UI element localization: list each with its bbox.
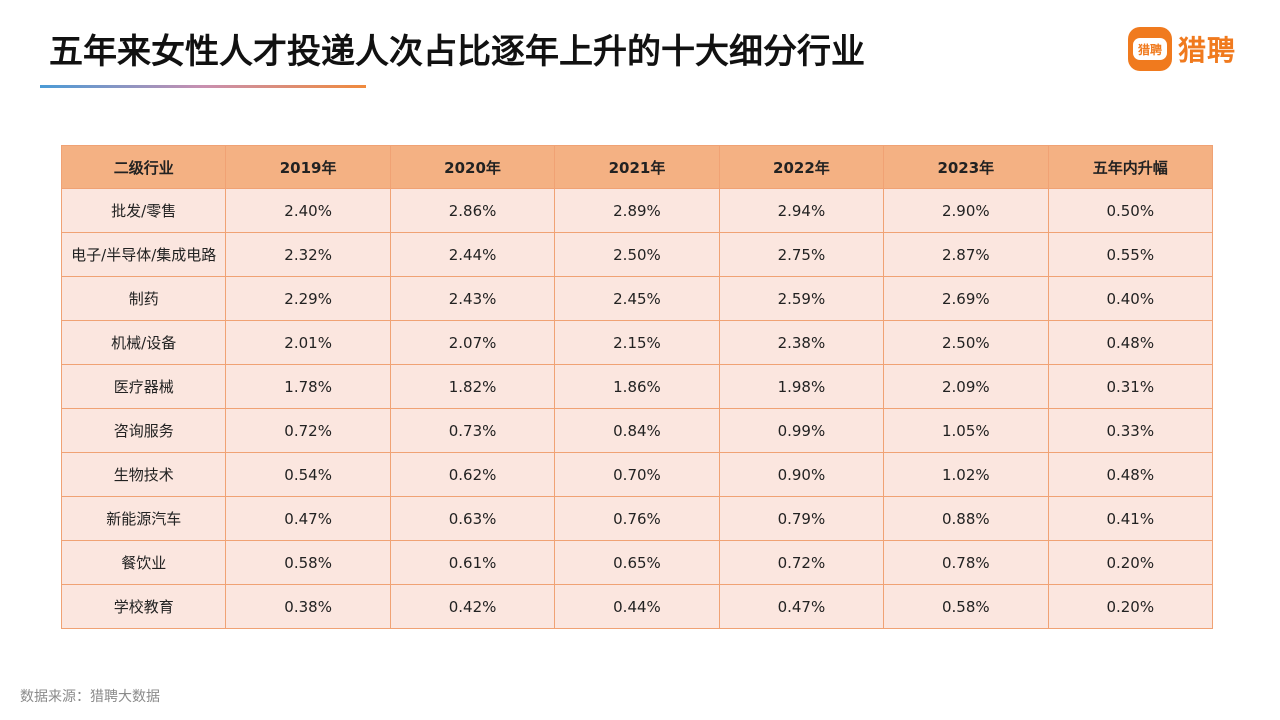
value-cell: 0.42% bbox=[389, 584, 556, 629]
value-cell: 0.99% bbox=[718, 408, 885, 453]
value-cell: 0.40% bbox=[1047, 276, 1214, 321]
value-cell: 2.89% bbox=[554, 188, 720, 233]
industry-name-cell: 学校教育 bbox=[60, 584, 227, 629]
value-cell: 1.05% bbox=[883, 408, 1049, 453]
column-header: 二级行业 bbox=[60, 145, 227, 189]
table-row: 机械/设备 2.01% 2.07% 2.15% 2.38% 2.50% 0.48% bbox=[60, 320, 1214, 365]
value-cell: 2.59% bbox=[718, 276, 885, 321]
value-cell: 1.82% bbox=[389, 364, 556, 409]
value-cell: 0.88% bbox=[883, 496, 1049, 541]
value-cell: 0.70% bbox=[554, 452, 720, 497]
column-header: 2019年 bbox=[225, 145, 391, 189]
value-cell: 2.43% bbox=[389, 276, 556, 321]
logo-wordmark: 猎聘 bbox=[1178, 34, 1237, 67]
industry-name-cell: 咨询服务 bbox=[60, 408, 227, 453]
table-row: 新能源汽车 0.47% 0.63% 0.76% 0.79% 0.88% 0.41% bbox=[60, 496, 1214, 541]
industry-name-cell: 生物技术 bbox=[60, 452, 227, 497]
value-cell: 0.50% bbox=[1047, 188, 1214, 233]
value-cell: 0.72% bbox=[718, 540, 885, 585]
table-row: 批发/零售 2.40% 2.86% 2.89% 2.94% 2.90% 0.50% bbox=[60, 188, 1214, 233]
table-header-row: 二级行业 2019年 2020年 2021年 2022年 2023年 五年内升幅 bbox=[60, 145, 1214, 189]
industry-name-cell: 制药 bbox=[60, 276, 227, 321]
value-cell: 2.01% bbox=[225, 320, 391, 365]
value-cell: 0.78% bbox=[883, 540, 1049, 585]
value-cell: 0.48% bbox=[1047, 452, 1214, 497]
value-cell: 2.94% bbox=[718, 188, 885, 233]
value-cell: 0.84% bbox=[554, 408, 720, 453]
industry-table: 二级行业 2019年 2020年 2021年 2022年 2023年 五年内升幅… bbox=[60, 145, 1214, 629]
industry-name-cell: 新能源汽车 bbox=[60, 496, 227, 541]
value-cell: 0.41% bbox=[1047, 496, 1214, 541]
table-row: 学校教育 0.38% 0.42% 0.44% 0.47% 0.58% 0.20% bbox=[60, 584, 1214, 629]
brand-logo: 猎聘 猎聘 bbox=[1128, 26, 1236, 72]
value-cell: 0.54% bbox=[225, 452, 391, 497]
value-cell: 2.45% bbox=[554, 276, 720, 321]
column-header: 2022年 bbox=[718, 145, 885, 189]
table-row: 餐饮业 0.58% 0.61% 0.65% 0.72% 0.78% 0.20% bbox=[60, 540, 1214, 585]
value-cell: 2.50% bbox=[554, 232, 720, 277]
value-cell: 0.31% bbox=[1047, 364, 1214, 409]
value-cell: 0.20% bbox=[1047, 584, 1214, 629]
value-cell: 0.44% bbox=[554, 584, 720, 629]
industry-name-cell: 电子/半导体/集成电路 bbox=[60, 232, 227, 277]
industry-name-cell: 机械/设备 bbox=[60, 320, 227, 365]
value-cell: 2.32% bbox=[225, 232, 391, 277]
value-cell: 0.72% bbox=[225, 408, 391, 453]
value-cell: 2.07% bbox=[389, 320, 556, 365]
data-source-note: 数据来源：猎聘大数据 bbox=[20, 689, 160, 705]
table-row: 咨询服务 0.72% 0.73% 0.84% 0.99% 1.05% 0.33% bbox=[60, 408, 1214, 453]
value-cell: 0.58% bbox=[225, 540, 391, 585]
value-cell: 0.55% bbox=[1047, 232, 1214, 277]
value-cell: 0.63% bbox=[389, 496, 556, 541]
value-cell: 0.58% bbox=[883, 584, 1049, 629]
value-cell: 0.90% bbox=[718, 452, 885, 497]
value-cell: 0.79% bbox=[718, 496, 885, 541]
value-cell: 0.61% bbox=[389, 540, 556, 585]
industry-name-cell: 餐饮业 bbox=[60, 540, 227, 585]
value-cell: 2.15% bbox=[554, 320, 720, 365]
value-cell: 1.02% bbox=[883, 452, 1049, 497]
value-cell: 2.38% bbox=[718, 320, 885, 365]
title-underline bbox=[40, 85, 366, 88]
table-row: 生物技术 0.54% 0.62% 0.70% 0.90% 1.02% 0.48% bbox=[60, 452, 1214, 497]
table-body: 批发/零售 2.40% 2.86% 2.89% 2.94% 2.90% 0.50% 电子/半导… bbox=[60, 188, 1214, 629]
value-cell: 2.50% bbox=[883, 320, 1049, 365]
value-cell: 2.87% bbox=[883, 232, 1049, 277]
page-title: 五年来女性人才投递人次占比逐年上升的十大细分行业 bbox=[49, 32, 865, 72]
value-cell: 0.47% bbox=[718, 584, 885, 629]
logo-badge-text: 猎聘 bbox=[1133, 38, 1167, 60]
industry-name-cell: 批发/零售 bbox=[60, 188, 227, 233]
column-header: 2021年 bbox=[554, 145, 720, 189]
value-cell: 0.48% bbox=[1047, 320, 1214, 365]
column-header: 2020年 bbox=[389, 145, 556, 189]
logo-chat-bubble-icon: 猎聘 bbox=[1128, 27, 1172, 71]
value-cell: 0.20% bbox=[1047, 540, 1214, 585]
table-row: 制药 2.29% 2.43% 2.45% 2.59% 2.69% 0.40% bbox=[60, 276, 1214, 321]
value-cell: 1.86% bbox=[554, 364, 720, 409]
value-cell: 2.29% bbox=[225, 276, 391, 321]
value-cell: 2.75% bbox=[718, 232, 885, 277]
value-cell: 1.78% bbox=[225, 364, 391, 409]
value-cell: 2.90% bbox=[883, 188, 1049, 233]
value-cell: 0.76% bbox=[554, 496, 720, 541]
column-header: 五年内升幅 bbox=[1047, 145, 1214, 189]
value-cell: 2.69% bbox=[883, 276, 1049, 321]
industry-name-cell: 医疗器械 bbox=[60, 364, 227, 409]
value-cell: 1.98% bbox=[718, 364, 885, 409]
value-cell: 0.65% bbox=[554, 540, 720, 585]
value-cell: 0.47% bbox=[225, 496, 391, 541]
value-cell: 0.38% bbox=[225, 584, 391, 629]
value-cell: 0.33% bbox=[1047, 408, 1214, 453]
value-cell: 0.62% bbox=[389, 452, 556, 497]
column-header: 2023年 bbox=[883, 145, 1049, 189]
value-cell: 2.40% bbox=[225, 188, 391, 233]
value-cell: 0.73% bbox=[389, 408, 556, 453]
value-cell: 2.09% bbox=[883, 364, 1049, 409]
table-row: 医疗器械 1.78% 1.82% 1.86% 1.98% 2.09% 0.31% bbox=[60, 364, 1214, 409]
value-cell: 2.44% bbox=[389, 232, 556, 277]
table-row: 电子/半导体/集成电路 2.32% 2.44% 2.50% 2.75% 2.87% 0.55… bbox=[60, 232, 1214, 277]
value-cell: 2.86% bbox=[389, 188, 556, 233]
